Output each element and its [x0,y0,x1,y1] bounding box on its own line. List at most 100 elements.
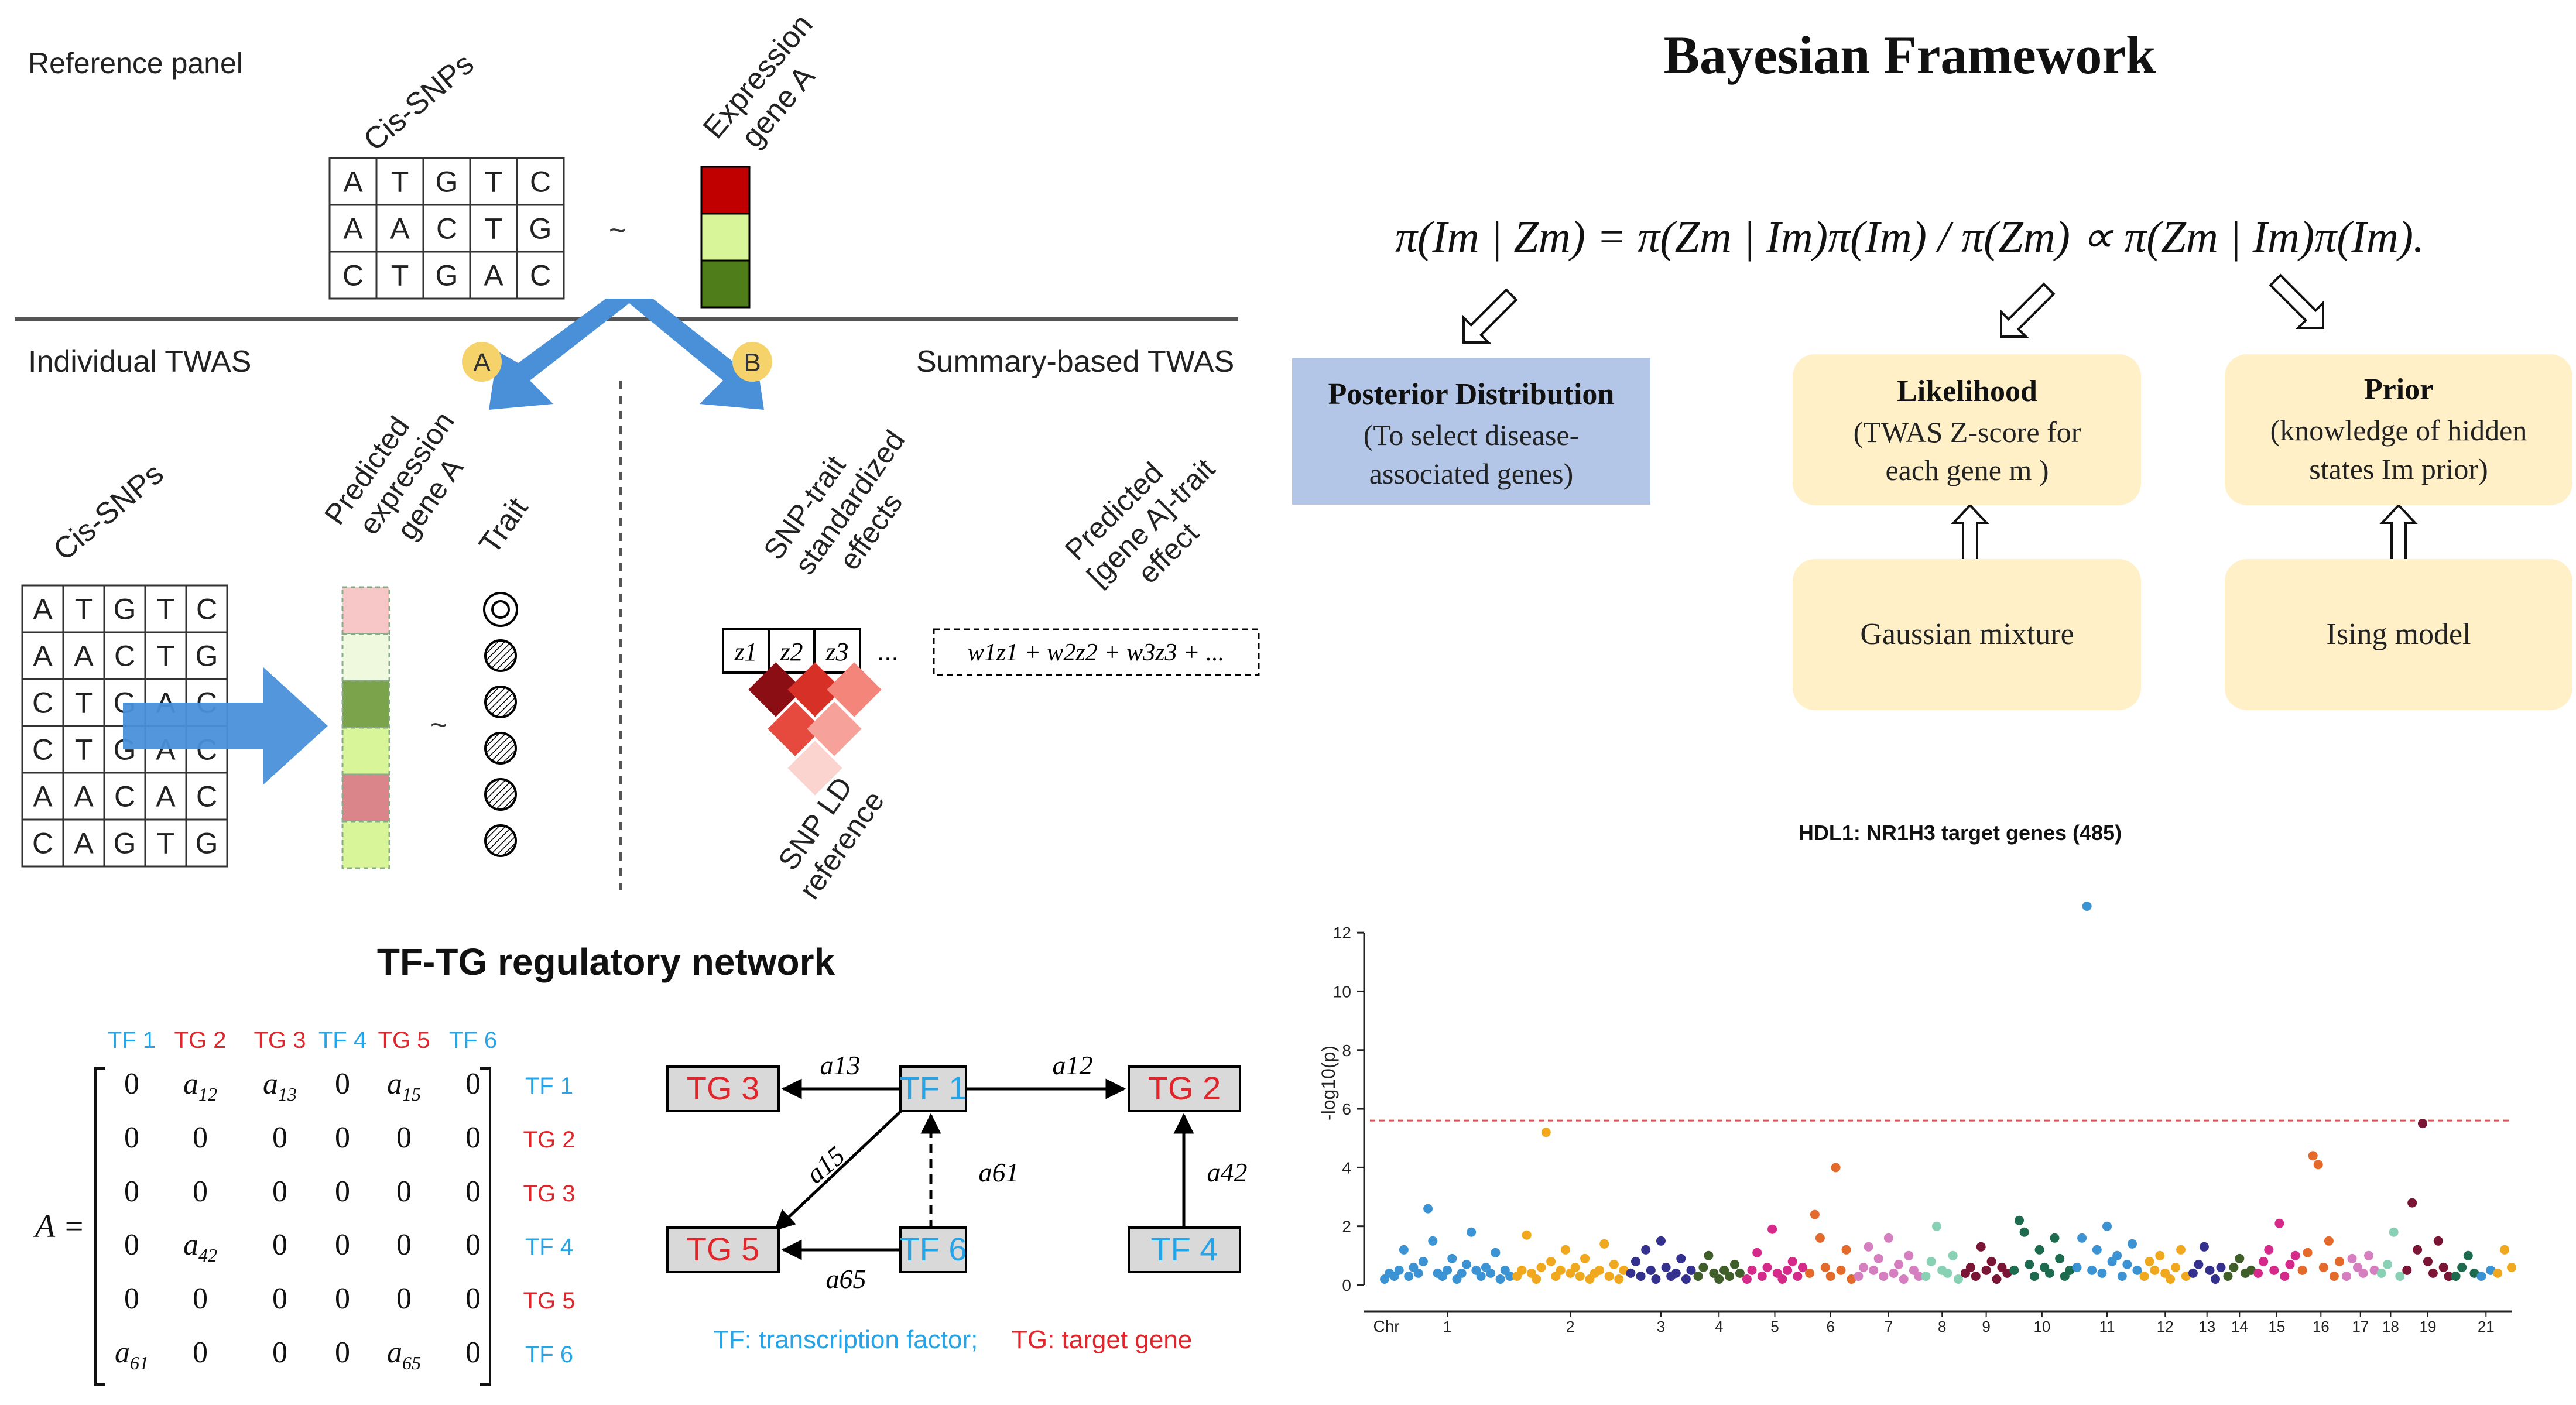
data-point [1992,1274,2002,1284]
snp-trait-effects-label: SNP-trait standardized effects [757,424,911,581]
bottom-snp-base: G [114,827,136,860]
y-tick-label: 8 [1342,1041,1351,1060]
data-point [1462,1259,1471,1269]
data-point [2402,1265,2412,1275]
y-axis-label: -log10(p) [1318,1046,1339,1120]
data-point [2122,1259,2132,1269]
data-point [2444,1272,2454,1281]
data-point [1536,1262,1546,1272]
data-point [1671,1268,1681,1278]
bottom-snp-base: T [157,593,175,626]
snp-ld-reference-label: SNP LD reference [772,771,890,905]
x-tick-label: 7 [1885,1318,1893,1335]
matrix-entry: 0 [272,1282,287,1315]
gaussian-box [1793,559,2141,710]
node-tg2 [1128,1065,1241,1112]
bottom-snp-cell [185,631,228,680]
data-point [1636,1272,1646,1281]
matrix-name: A = [33,1208,85,1245]
regulatory-graph: TG 3 TF 1 TG 2 TG 5 TF 6 TF 4 a13 a12 a1… [666,1050,1248,1294]
data-point [1443,1265,1452,1275]
expression-high [700,166,751,215]
x-tick-label: 16 [2313,1318,2330,1335]
data-point [1517,1265,1527,1275]
data-point [2486,1265,2496,1275]
predicted-expression-column [341,586,390,869]
y-axis: 0 2 4 6 8 10 12 [1333,924,2512,1294]
y-tick-label: 2 [1342,1218,1351,1236]
badge-b [732,342,772,382]
data-point [2335,1256,2344,1266]
bottom-snp-base: A [33,593,53,626]
data-point [2015,1215,2024,1225]
node-tg5 [666,1226,780,1273]
node-tg5-label: TG 5 [687,1231,759,1267]
data-point [2025,1259,2034,1269]
top-snp-base: T [485,166,503,198]
weighted-sum-box [933,628,1260,676]
top-snp-base: A [343,213,363,245]
data-point [2235,1253,2245,1263]
matrix-entry: 0 [193,1282,208,1315]
bottom-snp-cell [21,772,64,821]
data-point [2072,1262,2082,1272]
data-point [1836,1265,1846,1275]
data-point [1561,1245,1570,1255]
data-point [1556,1265,1566,1275]
data-point [2223,1272,2233,1281]
data-point [1428,1236,1438,1246]
top-snp-cell [469,251,518,300]
data-point [1859,1262,1868,1272]
posterior-desc-line-1: (To select disease- [1364,419,1580,451]
data-point [2347,1253,2357,1263]
data-point [1752,1248,1762,1257]
x-axis-ticks: 1 2 3 4 5 6 7 8 9 10 11 12 13 14 15 16 17 18 19 21 [1443,1311,2495,1335]
data-point [2457,1262,2467,1272]
x-tick-label: 11 [2099,1318,2115,1335]
data-point [1661,1262,1671,1272]
bottom-snp-base: T [157,640,175,673]
matrix-row-label: TG 3 [523,1181,576,1207]
data-point [2246,1265,2256,1275]
data-point [1676,1253,1686,1263]
network-panel: TF-TG regulatory network TF 1 TG 2 TG 3 TF … [33,941,1248,1386]
data-point [1805,1268,1814,1278]
top-snp-base: T [485,213,503,245]
top-snp-cell [422,251,471,300]
matrix-column-labels: TF 1 TG 2 TG 3 TF 4 TG 5 TF 6 [108,1027,497,1053]
data-point [1651,1274,1661,1284]
data-point [2034,1245,2044,1255]
matrix-entry: a13 [263,1067,297,1105]
matrix-right-bracket [480,1067,491,1386]
data-point [1742,1274,1752,1284]
edge-label-a61: a61 [979,1157,1019,1187]
top-snp-base: C [530,259,551,292]
trait-column [483,592,518,857]
data-point [1879,1272,1889,1281]
ld-cell [768,701,823,756]
likelihood-desc-line-1: (TWAS Z-score for [1854,416,2081,448]
data-point [1693,1272,1703,1281]
matrix-col-label: TF 6 [449,1027,497,1053]
data-point [2181,1272,2191,1281]
bottom-snp-base: A [156,780,176,813]
matrix-row-labels: TF 1 TG 2 TG 3 TF 4 TG 5 TF 6 [523,1073,576,1368]
predicted-gene-trait-label: Predicted [gene A]-trait effect [1059,452,1221,592]
posterior-title: Posterior Distribution [1328,378,1615,411]
data-point [2194,1259,2204,1269]
data-point [1793,1272,1803,1281]
data-point [2065,1265,2075,1275]
pred-cell-5 [341,773,390,823]
prior-desc-line-2: states Im prior) [2309,453,2488,485]
badge-a-label: A [473,348,491,377]
top-snp-base: G [436,259,458,292]
data-point [2451,1272,2461,1281]
data-point [1899,1274,1909,1284]
data-point [1399,1245,1409,1255]
data-point [1889,1268,1899,1278]
data-point [1954,1274,1963,1284]
network-title: TF-TG regulatory network [377,941,835,983]
data-point [1641,1245,1651,1255]
data-point [2438,1262,2448,1272]
prior-box [2225,354,2572,505]
